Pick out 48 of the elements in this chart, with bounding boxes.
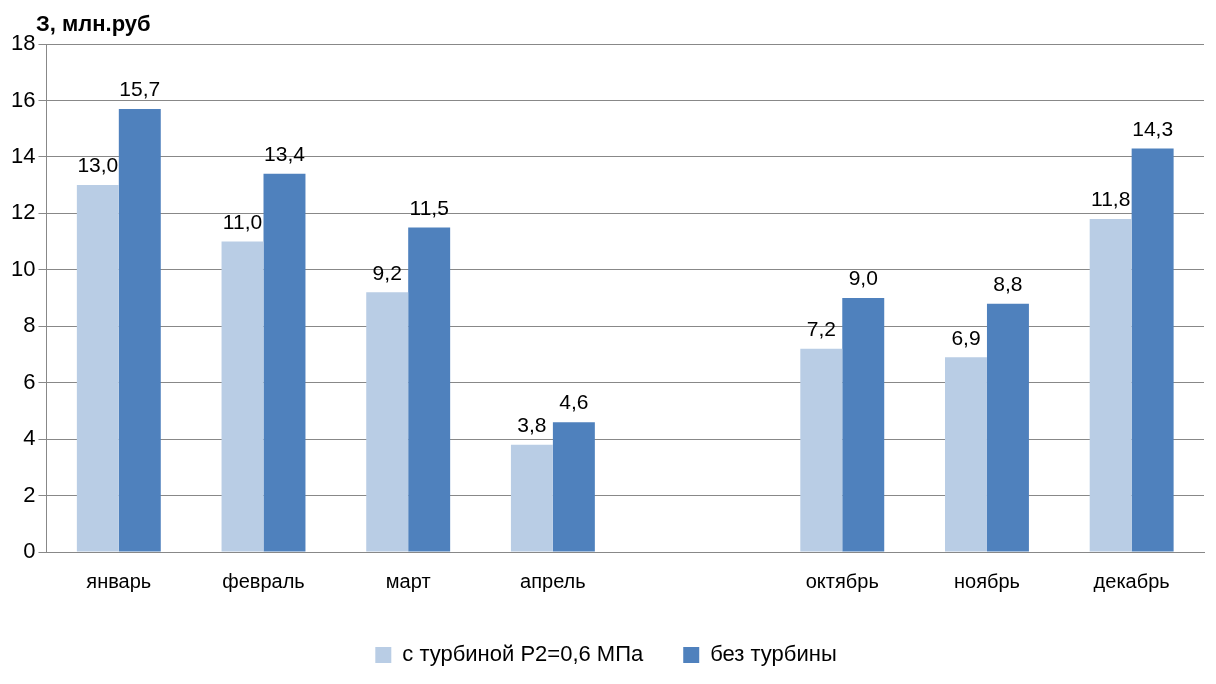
- y-tick-label: 4: [23, 425, 36, 451]
- bar: [366, 292, 409, 552]
- data-label: 9,0: [848, 266, 878, 290]
- legend-label: без турбины: [710, 641, 837, 667]
- x-tick-label: февраль: [222, 569, 305, 592]
- bar: [76, 185, 119, 552]
- x-tick-label: январь: [86, 569, 152, 592]
- y-tick-label: 10: [10, 255, 36, 281]
- y-tick-label: 12: [10, 199, 36, 225]
- legend-label: с турбиной P2=0,6 МПа: [402, 641, 644, 667]
- data-label: 9,2: [372, 260, 402, 284]
- data-label: 4,6: [559, 390, 589, 414]
- bar: [510, 444, 553, 552]
- bar: [408, 227, 451, 552]
- data-label: 8,8: [993, 271, 1023, 295]
- data-label: 15,7: [119, 77, 161, 101]
- y-tick-label: 14: [10, 142, 36, 168]
- bar: [552, 422, 595, 552]
- bar: [221, 241, 264, 552]
- data-label: 7,2: [806, 317, 836, 341]
- data-label: 13,4: [264, 142, 306, 166]
- bar: [986, 303, 1029, 552]
- data-label: 14,3: [1132, 116, 1174, 140]
- y-axis-title: З, млн.руб: [36, 11, 151, 37]
- data-label: 11,8: [1091, 187, 1131, 211]
- bar: [263, 173, 306, 552]
- data-label: 11,0: [222, 209, 263, 233]
- x-tick-label: октябрь: [805, 569, 879, 592]
- y-tick-label: 8: [23, 312, 36, 338]
- bar: [1089, 218, 1132, 552]
- y-tick-label: 18: [10, 30, 36, 56]
- y-tick-label: 6: [23, 368, 36, 394]
- data-label: 13,0: [77, 153, 119, 177]
- x-tick-label: апрель: [520, 569, 586, 592]
- bar: [1131, 148, 1174, 552]
- data-label: 6,9: [951, 325, 981, 349]
- bar: [800, 348, 843, 552]
- x-tick-label: ноябрь: [953, 569, 1020, 592]
- x-tick-label: декабрь: [1093, 569, 1170, 592]
- bar: [118, 108, 161, 552]
- y-tick-label: 2: [23, 481, 36, 507]
- bar: [842, 298, 885, 552]
- data-label: 11,5: [409, 195, 449, 219]
- x-tick-label: март: [385, 569, 431, 592]
- y-tick-label: 16: [10, 86, 36, 112]
- data-label: 3,8: [517, 413, 547, 437]
- y-tick-label: 0: [23, 538, 36, 564]
- bar: [945, 357, 987, 552]
